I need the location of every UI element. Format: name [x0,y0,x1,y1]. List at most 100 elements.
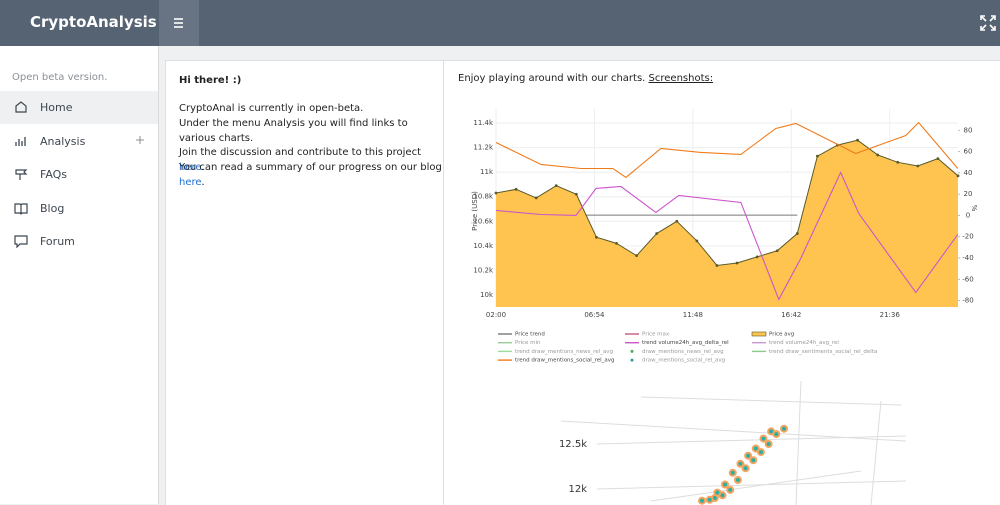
point [896,160,900,164]
fullscreen-icon[interactable] [979,14,997,32]
line [496,139,958,267]
text: Enjoy playing around with our charts. [458,73,646,84]
z-tick-label: 12.5k [559,439,587,450]
point [764,440,773,448]
axis-edge [650,470,862,502]
link[interactable]: here [179,177,202,188]
point [815,154,819,158]
point [635,254,639,258]
point [534,196,538,200]
legend-label: draw_mentions_social_rel_avg [642,358,725,364]
point [780,424,788,433]
legend-label: trend draw_mentions_social_rel_avg [515,358,615,364]
point [554,184,558,188]
point [876,153,880,157]
intro-line: Join the discussion and contribute to th… [179,145,443,175]
y-tick-label: 11.4k [473,119,494,127]
intro-column: Hi there! :) CryptoAnal is currently in … [166,61,444,505]
legend-label: Price avg [769,332,794,338]
menu-item[interactable]: Analysis [0,125,158,158]
point [574,192,578,196]
menu-label: Blog [40,202,65,215]
menu-item[interactable]: Forum [0,225,158,258]
grid-line [596,480,907,490]
menu-item[interactable]: FAQs [0,158,158,191]
content-card: Hi there! :) CryptoAnal is currently in … [165,60,1000,505]
expand-icon[interactable] [135,135,145,145]
point [795,232,799,235]
point [956,174,960,178]
link[interactable]: here [179,162,202,173]
axis-edge [795,380,802,505]
menu-item[interactable]: Blog [0,192,158,225]
point [749,456,758,465]
point [767,427,776,436]
axis-edge [560,420,907,442]
axis-edge [640,396,902,406]
point [741,464,750,473]
y2-tick-label: 80 [964,126,973,134]
link[interactable]: Screenshots: [648,73,714,84]
legend-label: trend draw_sentiments_social_rel_delta [769,349,877,355]
axis-edge [870,400,882,505]
y2-tick-label: 20 [964,190,973,198]
line [496,121,958,179]
intro-line: CryptoAnal is currently in open-beta. [179,103,364,114]
text: Join the discussion and contribute to th… [179,147,422,158]
point [736,459,745,468]
y2-tick-label: 60 [964,148,973,156]
intro-heading: Hi there! :) [179,75,242,86]
y-tick-label: 10.2k [473,266,494,274]
x-tick-label: 02:00 [486,311,506,319]
y-tick-label: 11k [480,168,494,176]
legend-label: trend volume24h_avg_rel [769,340,839,346]
legend-label: trend draw_mentions_news_rel_avg [515,349,613,355]
charts: 02:00 06:54 11:48 16:42 21:36 10k 10.2k 10.4k 10… [471,109,978,505]
point [514,187,518,191]
legend-label: Price max [642,332,670,338]
y-tick-label: 11.2k [473,144,494,152]
point [726,485,735,494]
point [705,495,714,504]
x-tick-label: 11:48 [683,311,703,319]
header: CryptoAnalysis [0,0,1000,46]
point [751,444,760,453]
y-tick-label: 10.8k [473,193,494,201]
point [775,249,779,253]
point [733,476,742,484]
point [713,488,722,497]
intro-line: Under the menu Analysis you will find li… [179,118,408,144]
logo[interactable]: CryptoAnalysis [30,13,157,31]
y2-tick-label: -60 [962,275,973,283]
beta-note: Open beta version. [12,72,108,83]
point [494,191,498,195]
chat-icon [14,235,28,248]
legend-label: draw_mentions_news_rel_avg [642,349,724,355]
legend-label: Price trend [515,332,545,338]
point [936,157,940,161]
point [756,448,765,457]
line [496,171,958,301]
grid-line [596,435,907,445]
menu-label: Analysis [40,135,86,148]
menu-toggle[interactable] [159,0,199,46]
legend-label: trend volume24h_avg_delta_rel [642,340,729,346]
x-tick-label: 16:42 [781,311,801,319]
point [715,264,719,267]
point [856,138,859,142]
y2-tick-label: 40 [964,169,973,177]
home-icon [15,101,27,113]
y-tick-label: 10k [480,291,494,299]
text: . [201,162,205,173]
y-axis-title: Price (USD) [471,191,479,231]
sign-icon [15,169,28,180]
y-tick-label: 10.4k [473,242,494,250]
y-tick-label: 10.6k [473,217,494,225]
point [595,235,598,239]
chart-layer: 02:00 06:54 11:48 16:42 21:36 10k 10.2k 10.4k 10… [471,109,978,505]
menu-item[interactable]: Home [0,91,158,124]
point [744,451,753,460]
legend-swatch [751,331,767,337]
point [655,232,659,235]
